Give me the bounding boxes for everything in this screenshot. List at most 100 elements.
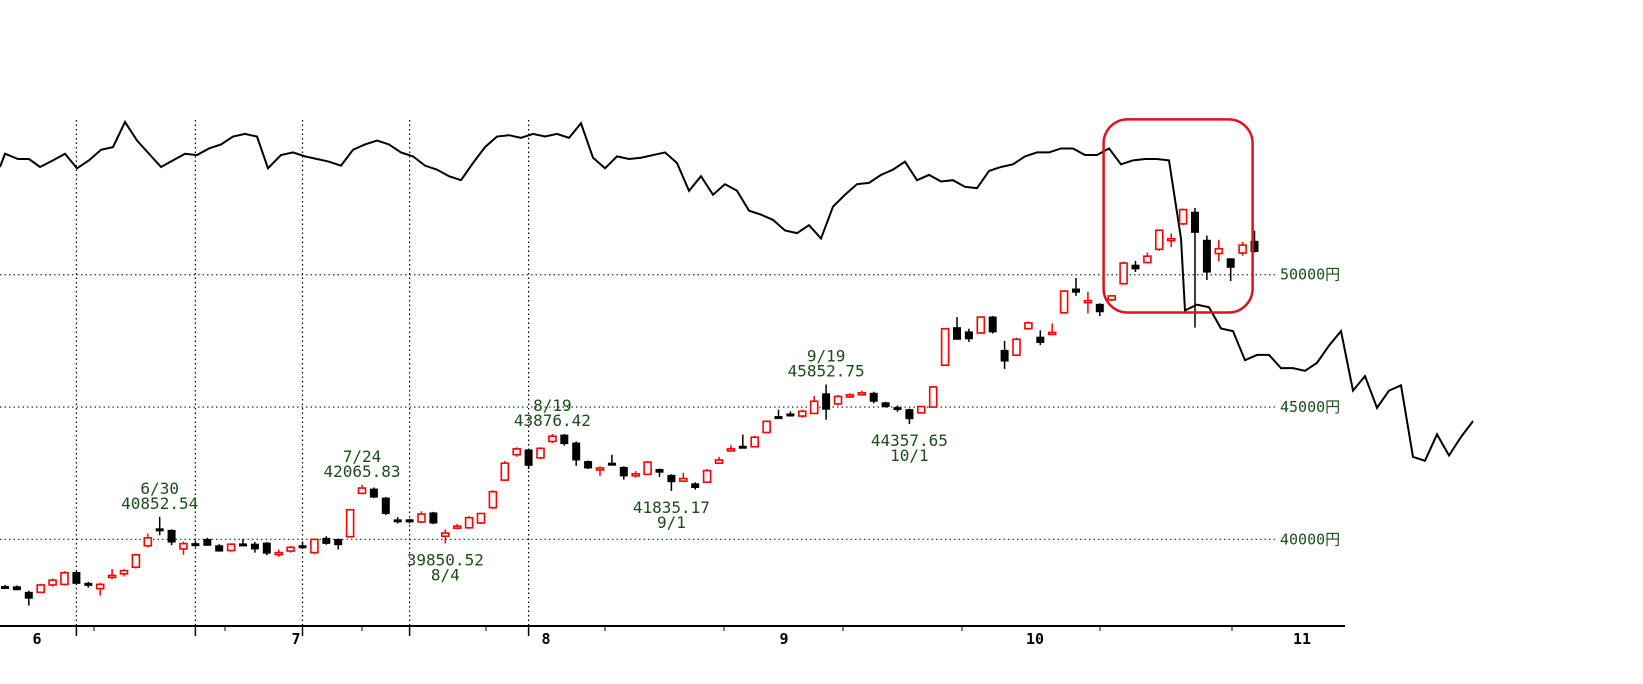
candle — [964, 328, 973, 342]
candle — [1107, 294, 1116, 302]
candle-body-up — [750, 436, 760, 448]
candle-body-up — [274, 551, 284, 556]
candle — [203, 537, 212, 546]
highlight-layer — [1102, 118, 1254, 314]
candle-body-down — [12, 586, 21, 591]
candle-body-down — [429, 512, 438, 524]
candle-body-up — [1083, 299, 1093, 304]
candle — [572, 441, 581, 466]
candle-body-down — [298, 545, 307, 549]
candle — [215, 544, 224, 552]
x-tick-label: 6 — [32, 630, 41, 648]
candle — [702, 469, 712, 484]
candle-body-down — [738, 445, 747, 449]
candle-body-down — [393, 519, 402, 523]
candle-body-down — [822, 393, 831, 410]
candle-body-up — [488, 490, 498, 509]
candle-body-up — [678, 477, 688, 482]
candle — [893, 405, 902, 412]
candle — [405, 518, 414, 524]
candle-body-up — [714, 459, 724, 464]
y-tick-label: 50000円 — [1280, 266, 1340, 284]
candle — [809, 395, 819, 415]
candle — [631, 471, 641, 478]
candle-body-up — [726, 448, 736, 452]
candle — [595, 466, 605, 476]
candle — [239, 538, 247, 547]
candle-body-up — [1107, 295, 1116, 301]
x-tick-label: 10 — [1026, 630, 1044, 648]
candle — [1012, 337, 1021, 357]
candle-body-up — [310, 538, 319, 554]
candle — [738, 434, 747, 449]
annotation-high-date: 6/30 — [140, 479, 179, 498]
candle-body-up — [1155, 229, 1164, 251]
candle — [822, 384, 831, 420]
candle-body-down — [964, 331, 973, 340]
candle-body-down — [1250, 240, 1259, 252]
candle — [1143, 252, 1152, 264]
candle-body-up — [1059, 290, 1069, 314]
candle — [357, 484, 367, 495]
candle — [953, 317, 961, 340]
candle-body-up — [345, 508, 355, 538]
annotation-high-value: 45852.75 — [788, 362, 865, 381]
candle-body-up — [95, 583, 105, 590]
candle — [1214, 239, 1224, 262]
x-axis: 6 7 8 9 10 11 — [0, 625, 1345, 648]
candle — [524, 448, 533, 469]
candle — [940, 327, 950, 367]
candle-body-up — [536, 447, 545, 459]
candle-body-down — [215, 545, 224, 552]
candle — [833, 394, 843, 406]
candle-body-down — [869, 392, 878, 402]
candle — [857, 390, 867, 396]
candle-body-down — [24, 591, 33, 599]
candle-body-down — [607, 462, 616, 466]
candle — [762, 420, 771, 434]
candle — [107, 569, 117, 580]
candle — [369, 487, 378, 499]
candle-body-down — [893, 407, 902, 411]
candle — [1072, 277, 1080, 296]
candle — [916, 405, 926, 414]
candle-body-up — [857, 391, 867, 396]
candle — [750, 435, 760, 448]
candle-body-up — [119, 569, 129, 575]
annotation-low-value: 39850.52 — [407, 550, 484, 569]
candle — [119, 569, 129, 577]
candle — [1166, 233, 1176, 248]
candle — [1226, 258, 1235, 282]
candle — [298, 541, 307, 549]
candle-body-down — [953, 327, 961, 340]
candle-body-down — [369, 488, 378, 498]
candle-body-down — [988, 316, 997, 333]
x-tick-label: 8 — [541, 630, 550, 648]
candle-body-down — [1191, 211, 1199, 233]
candle-body-down — [250, 543, 259, 550]
candle — [881, 401, 890, 408]
candle — [1202, 235, 1211, 280]
annotation-low-value: 44357.65 — [871, 431, 948, 450]
candle-body-up — [1012, 338, 1021, 356]
candle — [1, 584, 9, 590]
candle — [179, 541, 188, 555]
candle-body-down — [1226, 258, 1235, 268]
candle — [440, 529, 450, 544]
candle — [250, 542, 259, 553]
candle-body-up — [440, 532, 450, 538]
candle-body-up — [976, 316, 986, 334]
candle — [928, 385, 938, 408]
candle — [1131, 260, 1140, 273]
candle-body-up — [286, 546, 295, 552]
candle-body-down — [191, 543, 200, 547]
candle-body-up — [1214, 247, 1224, 255]
candle — [464, 516, 474, 529]
candle — [36, 583, 46, 594]
candle — [72, 571, 81, 585]
candle-body-up — [143, 537, 153, 547]
candle-body-down — [334, 538, 343, 546]
candle — [1059, 290, 1069, 314]
candle-body-up — [1119, 262, 1128, 285]
annotation-high-date: 9/19 — [807, 347, 846, 366]
